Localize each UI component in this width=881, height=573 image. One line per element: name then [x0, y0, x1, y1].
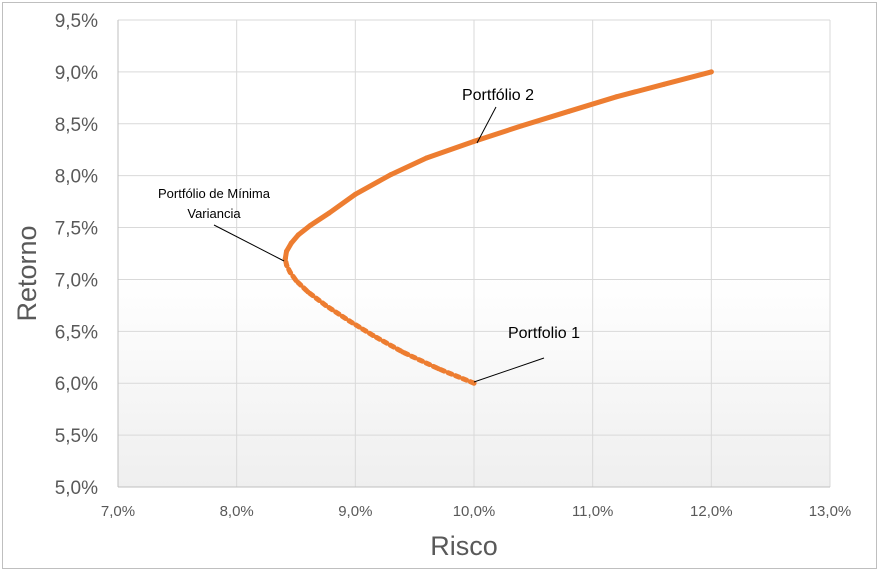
y-tick-label: 8,5% — [55, 115, 98, 136]
y-tick-label: 9,0% — [55, 63, 98, 84]
x-tick-label: 9,0% — [338, 503, 372, 520]
data-point — [435, 366, 441, 372]
data-point — [323, 302, 329, 308]
annotation-leader-line — [213, 224, 285, 262]
data-point — [305, 289, 311, 295]
data-point — [288, 240, 294, 246]
data-point — [424, 155, 430, 161]
y-tick-label: 6,0% — [55, 374, 98, 395]
data-point — [518, 123, 524, 129]
y-tick-label: 6,5% — [55, 322, 98, 343]
data-point — [284, 262, 290, 268]
x-tick-label: 11,0% — [572, 503, 613, 520]
data-point — [471, 138, 477, 144]
data-point — [661, 81, 667, 87]
x-tick-label: 12,0% — [690, 503, 733, 520]
annotation-label: Portfólio 2 — [462, 87, 534, 104]
y-tick-label: 5,0% — [55, 478, 98, 499]
data-point — [400, 349, 406, 355]
y-axis-title: Retorno — [12, 225, 42, 321]
annotation-leader-line — [473, 357, 545, 383]
data-point — [613, 94, 619, 100]
data-point — [287, 269, 293, 275]
x-tick-label: 10,0% — [453, 503, 496, 520]
y-tick-label: 8,0% — [55, 167, 98, 188]
data-point — [352, 191, 358, 197]
x-tick-label: 7,0% — [101, 503, 135, 520]
data-point — [307, 222, 313, 228]
data-point — [388, 172, 394, 178]
data-point — [293, 277, 299, 283]
x-tick-label: 13,0% — [809, 503, 852, 520]
y-tick-label: 5,5% — [55, 426, 98, 447]
annotation-leader-line — [476, 106, 497, 144]
y-tick-label: 7,0% — [55, 270, 98, 291]
x-axis-title: Risco — [430, 531, 498, 561]
annotation-label: Portfólio de Mínima — [158, 186, 271, 201]
data-point — [326, 210, 332, 216]
y-tick-label: 9,5% — [55, 11, 98, 32]
data-point — [295, 232, 301, 238]
data-point — [282, 256, 288, 262]
data-point — [346, 318, 352, 324]
y-tick-label: 7,5% — [55, 219, 98, 240]
annotation-label: Portfolio 1 — [508, 325, 580, 342]
data-point — [370, 332, 376, 338]
annotation-label: Variancia — [187, 206, 241, 221]
data-point — [566, 108, 572, 114]
data-point — [284, 248, 290, 254]
data-point — [708, 69, 714, 75]
x-tick-label: 8,0% — [220, 503, 254, 520]
